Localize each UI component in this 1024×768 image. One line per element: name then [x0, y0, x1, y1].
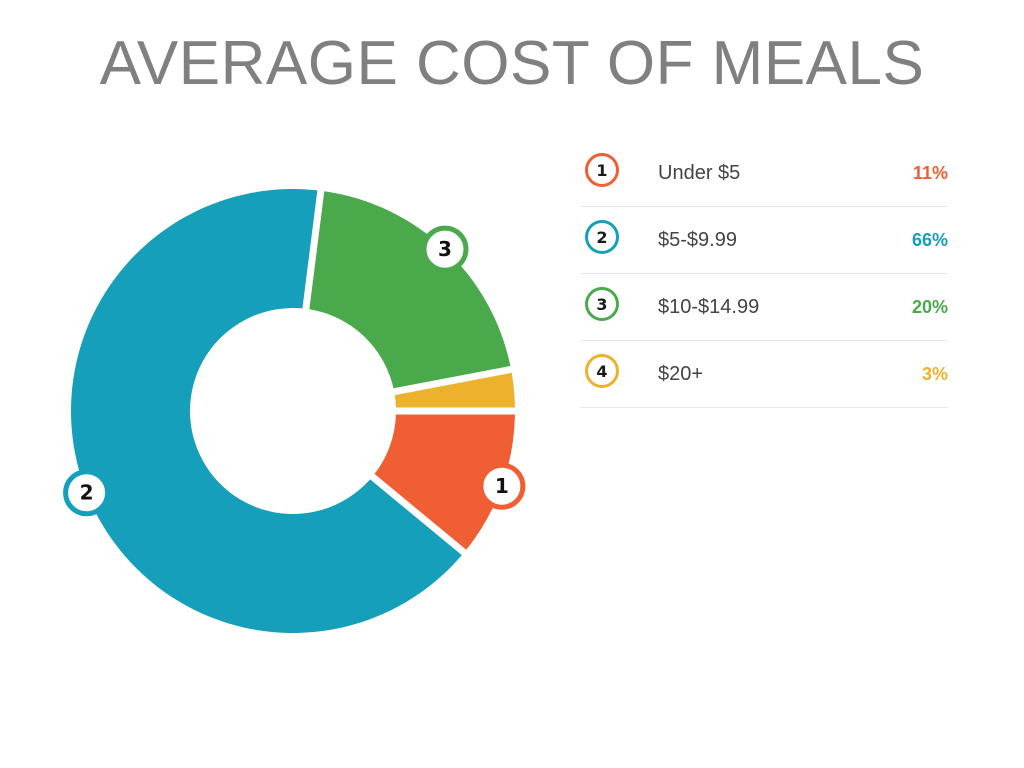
slice-marker-number: 1: [495, 474, 509, 498]
legend-row-2: 2 $5-$9.99 66%: [580, 207, 948, 274]
legend-label: $20+: [658, 363, 704, 385]
slice-4: [394, 372, 515, 408]
slice-marker-number: 2: [80, 481, 94, 505]
slice-3: [309, 191, 511, 389]
legend-value: 3%: [921, 364, 948, 384]
legend-row-4: 4 $20+ 3%: [580, 341, 948, 408]
legend-label: Under $5: [658, 162, 741, 184]
slice-marker-3: 3: [421, 225, 469, 273]
legend-marker: 3: [585, 287, 619, 321]
legend-value: 11%: [912, 163, 948, 183]
slice-1: [374, 414, 515, 550]
legend-marker: 4: [585, 354, 619, 388]
legend-marker: 2: [585, 220, 619, 254]
slice-marker-1: 1: [478, 462, 526, 510]
chart-title: AVERAGE COST OF MEALS: [99, 29, 925, 98]
slice-marker-2: 2: [63, 469, 111, 517]
slice-2: [70, 189, 462, 633]
legend-label: $5-$9.99: [658, 229, 737, 251]
legend-label: $10-$14.99: [658, 296, 760, 318]
legend-row-1: 1 Under $5 11%: [580, 140, 948, 207]
legend: 1 Under $5 11% 2 $5-$9.99 66% 3 $10-$14.99 20% 4 $…: [580, 140, 948, 408]
slice-marker-number: 3: [438, 237, 452, 261]
legend-row-3: 3 $10-$14.99 20%: [580, 274, 948, 341]
legend-value: 20%: [911, 297, 948, 317]
legend-marker: 1: [585, 153, 619, 187]
legend-value: 66%: [911, 230, 948, 250]
